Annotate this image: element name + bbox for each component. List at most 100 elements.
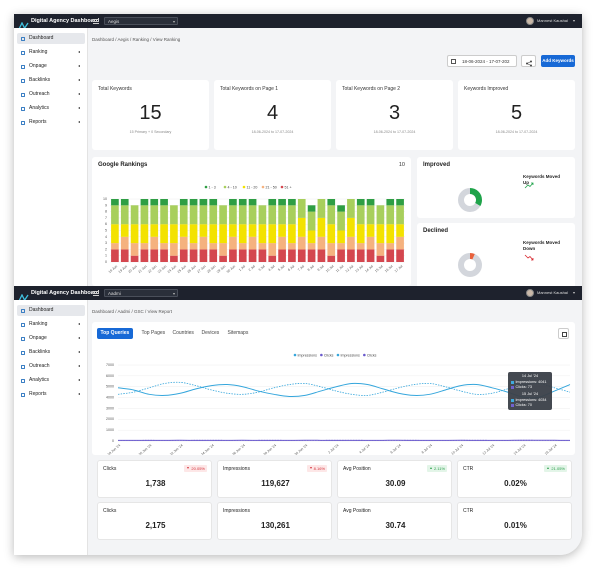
menu-item[interactable]: Onpage xyxy=(17,61,85,72)
change-arrow xyxy=(309,467,312,470)
project-select[interactable]: Aadmi xyxy=(104,289,178,297)
tab[interactable]: Devices xyxy=(201,330,220,336)
date-range[interactable]: 18-06-2024 - 17-07-202 xyxy=(447,55,517,67)
bar-segment xyxy=(327,199,336,206)
avatar[interactable] xyxy=(526,289,534,297)
menu-item[interactable]: Reports xyxy=(17,117,85,128)
bar-segment xyxy=(337,249,345,262)
menu-chevron xyxy=(78,378,80,381)
menu-item[interactable]: Outreach xyxy=(17,361,85,372)
bar-segment xyxy=(327,243,336,256)
menu-toggle[interactable] xyxy=(93,290,99,296)
metric-value: 30.74 xyxy=(385,521,406,530)
metric-card: Impressions 130,261 xyxy=(217,502,332,540)
metric-value: 0.02% xyxy=(504,479,527,488)
menu-label: Ranking xyxy=(29,49,48,55)
x-tick-label: 20 Jun xyxy=(127,264,137,274)
share-button[interactable] xyxy=(521,55,536,67)
x-tick-label: 11 Jul xyxy=(335,264,344,273)
bar-segment xyxy=(189,224,198,244)
add-keywords-button[interactable]: Add Keywords xyxy=(541,55,575,67)
legend-label: 21 - 50 xyxy=(266,185,277,189)
tab[interactable]: Sitemaps xyxy=(227,330,249,336)
y-tick-label: 3 xyxy=(105,241,107,245)
legend-dot xyxy=(223,185,227,189)
bar-segment xyxy=(268,205,277,225)
x-tick-label: 5 Jul xyxy=(277,264,285,272)
trend-label: Keywords Moved Up xyxy=(523,174,561,185)
bar-segment xyxy=(199,249,208,262)
project-select[interactable]: Aegis xyxy=(104,17,178,25)
bar-segment xyxy=(160,205,168,225)
bar-segment xyxy=(219,255,227,262)
tab[interactable]: Countries xyxy=(172,330,194,336)
legend-dot xyxy=(293,353,297,357)
select-caret xyxy=(173,292,175,295)
menu-item[interactable]: Onpage xyxy=(17,333,85,344)
sidebar: Dashboard Ranking Onpage Backlinks Outreach A… xyxy=(14,28,88,288)
user-name[interactable]: Mannest Kaushal xyxy=(537,290,568,295)
menu-item[interactable]: Analytics xyxy=(17,375,85,386)
x-tick-label: 20 Jun '24 xyxy=(138,443,153,455)
menu-label: Onpage xyxy=(29,63,47,69)
bar-segment xyxy=(396,224,404,237)
card-title: Total Keywords on Page 1 xyxy=(220,86,279,92)
avatar[interactable] xyxy=(526,17,534,25)
menu-item[interactable]: Dashboard xyxy=(17,305,85,316)
metric-value: 2,175 xyxy=(145,521,166,530)
menu-toggle[interactable] xyxy=(93,18,99,24)
calendar-button[interactable] xyxy=(558,328,569,339)
tab[interactable]: Top Queries xyxy=(97,328,133,339)
bar-segment xyxy=(189,249,198,262)
menu-icon xyxy=(21,322,25,327)
bar-segment xyxy=(199,236,208,250)
y-tick-label: 1 xyxy=(105,254,107,258)
metric-value: 1,738 xyxy=(145,479,166,488)
bar-segment xyxy=(376,255,385,262)
bar-segment xyxy=(307,211,316,231)
menu-chevron xyxy=(78,336,80,339)
menu-item[interactable]: Analytics xyxy=(17,103,85,114)
user-name[interactable]: Mannest Kaushal xyxy=(537,18,568,23)
bar-segment xyxy=(209,199,218,206)
series-line xyxy=(117,382,571,399)
change-arrow xyxy=(547,467,550,470)
bar-segment xyxy=(160,199,168,206)
tooltip-line: Clicks: 70 xyxy=(515,402,532,407)
bar-segment xyxy=(150,199,159,206)
bar-segment xyxy=(386,224,395,244)
menu-icon xyxy=(21,92,25,97)
bar-segment xyxy=(248,224,257,237)
bar-segment xyxy=(356,249,365,262)
x-tick-label: 26 Jun '24 xyxy=(231,443,246,455)
legend-dot xyxy=(204,185,208,189)
legend-label: Clicks xyxy=(367,353,377,357)
bar-segment xyxy=(179,199,188,206)
bar-segment xyxy=(278,236,286,250)
bar-segment xyxy=(219,224,227,244)
bar-segment xyxy=(268,224,277,244)
x-tick-label: 17 Jul xyxy=(394,264,404,273)
bar-segment xyxy=(258,243,267,250)
menu-item[interactable]: Reports xyxy=(17,389,85,400)
tab[interactable]: Top Pages xyxy=(141,330,166,336)
menu-item[interactable]: Dashboard xyxy=(17,33,85,44)
menu-item[interactable]: Backlinks xyxy=(17,75,85,86)
card-note: 18-06-2024 to 17-07-2024 xyxy=(373,130,416,134)
menu-label: Outreach xyxy=(29,363,50,369)
menu-item[interactable]: Ranking xyxy=(17,319,85,330)
menu-item[interactable]: Outreach xyxy=(17,89,85,100)
panel-title: Declined xyxy=(423,228,449,234)
share-dot xyxy=(530,64,532,67)
menu-item[interactable]: Backlinks xyxy=(17,347,85,358)
menu-item[interactable]: Ranking xyxy=(17,47,85,58)
x-tick-label: 8 Jul '24 xyxy=(421,443,433,454)
bar-segment xyxy=(150,224,159,237)
trend-arrow xyxy=(524,254,534,261)
bar-segment xyxy=(160,243,168,250)
bar-segment xyxy=(307,249,316,262)
ranking-chart: 0 1 2 3 4 5 6 7 8 9 10 1 - 3 4 - 10 11 - 20 21 - 50 51 … xyxy=(103,185,405,274)
tooltip-swatch xyxy=(511,398,514,402)
rankings-panel: Google Rankings 10 0 1 2 3 4 5 6 7 8 9 10 1 - 3 4 - 10… xyxy=(92,157,411,286)
bar-segment xyxy=(170,224,178,244)
